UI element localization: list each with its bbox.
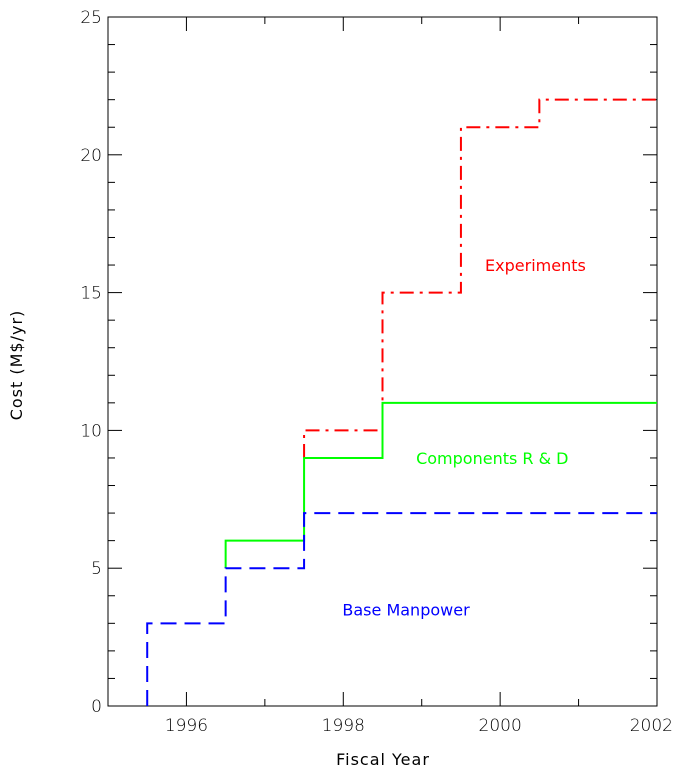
y-axis-label: Cost (M$/yr) — [7, 310, 26, 421]
tick-labels: 1996 1998 2000 2002 0 5 10 15 20 25 — [80, 8, 673, 736]
plot-border — [107, 16, 658, 707]
x-tick-label: 1998 — [322, 716, 365, 736]
series-line-experiments — [303, 98, 657, 458]
x-tick-label: 2002 — [630, 716, 673, 736]
y-tick-label: 15 — [80, 284, 102, 304]
annotation-label: Base Manpower — [342, 601, 470, 620]
series-line-base-manpower — [146, 512, 657, 706]
y-tick-label: 10 — [80, 421, 102, 441]
y-tick-label: 20 — [80, 146, 102, 166]
annotation-label: Experiments — [485, 256, 586, 275]
y-tick-label: 25 — [80, 8, 102, 28]
y-tick-label: 5 — [91, 559, 102, 579]
y-tick-label: 0 — [91, 697, 102, 717]
plot-frame — [107, 16, 658, 707]
annotation-label: Components R & D — [416, 449, 568, 468]
annotations: Experiments Components R & D Base Manpower — [342, 256, 585, 619]
axis-ticks — [107, 16, 658, 707]
x-axis-label: Fiscal Year — [336, 750, 430, 769]
series-lines — [146, 98, 657, 706]
x-tick-label: 2000 — [479, 716, 522, 736]
x-tick-label: 1996 — [165, 716, 208, 736]
series-line-components-r-d — [224, 401, 657, 569]
